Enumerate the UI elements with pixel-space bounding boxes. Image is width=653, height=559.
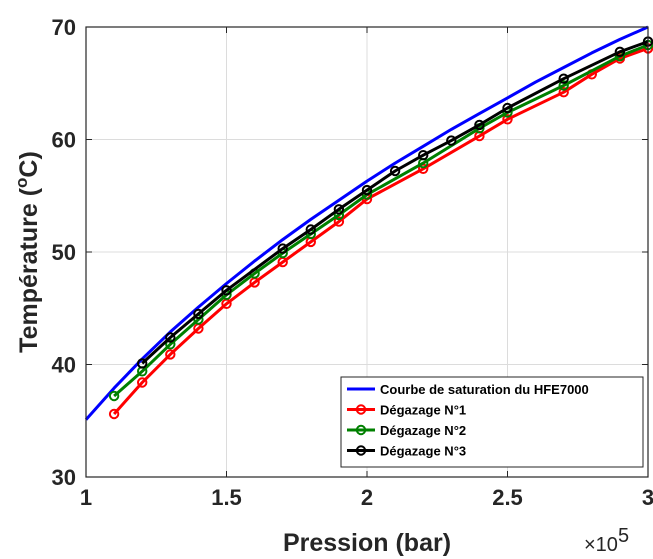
y-tick-label: 40 — [52, 353, 76, 378]
data-point — [108, 390, 120, 402]
legend-marker — [355, 445, 367, 456]
grid — [86, 27, 648, 477]
data-point — [502, 114, 513, 125]
legend-entry: Dégazage N°2 — [347, 423, 466, 438]
legend-entry: Courbe de saturation du HFE7000 — [347, 382, 589, 397]
data-point — [165, 332, 176, 343]
data-point — [108, 408, 120, 420]
x-tick-label: 2 — [361, 485, 373, 510]
data-point — [193, 308, 204, 320]
y-axis-label: Température (oC) — [12, 151, 43, 353]
data-point — [165, 349, 176, 360]
x-tick-label: 1.5 — [211, 485, 242, 510]
x-axis-label: Pression (bar) — [283, 529, 451, 557]
legend-box — [340, 376, 644, 468]
legend-label: Courbe de saturation du HFE7000 — [380, 382, 589, 397]
series-line — [112, 46, 649, 415]
legend-entry: Dégazage N°1 — [347, 403, 466, 418]
x-multiplier: ×105 — [584, 525, 629, 556]
series-layer — [84, 25, 653, 421]
data-point — [558, 87, 569, 98]
data-point — [446, 135, 457, 146]
legend-label: Dégazage N°1 — [380, 403, 466, 418]
data-point — [558, 80, 569, 91]
data-point — [418, 150, 429, 161]
data-point — [137, 377, 148, 388]
y-tick-label: 30 — [52, 465, 76, 490]
x-tick-label: 3 — [642, 485, 653, 510]
data-point — [165, 339, 176, 350]
data-point — [502, 102, 513, 114]
y-tick-label: 50 — [52, 240, 76, 265]
series-2 — [108, 43, 653, 420]
x-multiplier-base: ×10 — [584, 534, 618, 556]
legend-label: Dégazage N°2 — [380, 423, 466, 438]
y-axis-label-prefix: Température ( — [15, 187, 43, 353]
series-line — [113, 43, 649, 398]
legend-label: Dégazage N°3 — [380, 444, 466, 459]
data-point — [333, 216, 345, 227]
series-1 — [84, 25, 649, 421]
data-point — [389, 165, 401, 177]
data-point — [361, 184, 373, 196]
ticks: 1 1.5 2 2.5 3 30 40 50 60 70 — [52, 15, 653, 510]
data-point — [137, 358, 148, 369]
data-point — [305, 224, 316, 235]
data-point — [474, 119, 485, 131]
series-line — [84, 25, 649, 421]
series-line — [141, 40, 649, 365]
data-point — [614, 46, 626, 57]
data-point — [221, 285, 232, 296]
legend-entry: Dégazage N°3 — [347, 444, 466, 459]
series-4 — [137, 36, 653, 369]
legend-marker — [355, 404, 367, 415]
x-tick-label: 2.5 — [492, 485, 523, 510]
y-tick-label: 70 — [52, 15, 76, 40]
data-point — [558, 73, 569, 84]
data-point — [333, 204, 345, 215]
legend-marker — [355, 424, 367, 436]
x-tick-label: 1 — [80, 485, 92, 510]
y-axis-label-suffix: C) — [15, 151, 43, 177]
y-tick-label: 60 — [52, 128, 76, 153]
y-axis-label-superscript: o — [12, 178, 31, 188]
x-multiplier-exponent: 5 — [618, 525, 629, 547]
legend: Courbe de saturation du HFE7000 Dégazage … — [340, 376, 644, 468]
data-point — [277, 243, 288, 254]
